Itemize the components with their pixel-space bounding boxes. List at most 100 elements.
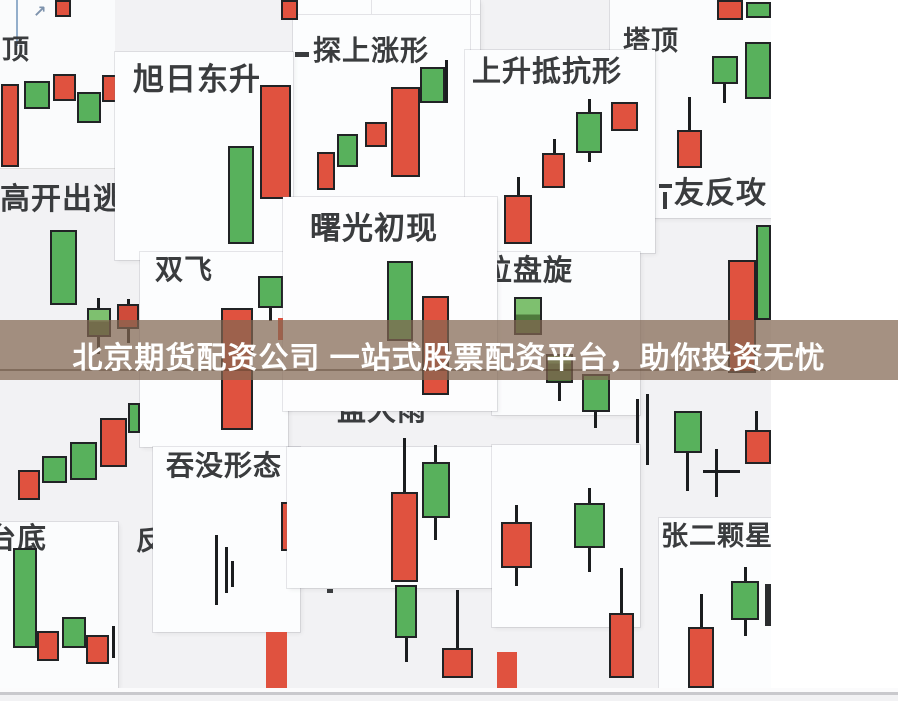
- candlestick: [497, 652, 517, 688]
- candlestick: [542, 153, 565, 188]
- candlestick: [365, 122, 387, 147]
- candlestick: [260, 85, 291, 199]
- candle-wick: [636, 399, 639, 443]
- candlestick: [756, 225, 771, 320]
- candlestick: [420, 67, 445, 103]
- candle-wick: [434, 518, 437, 540]
- candlestick: [611, 102, 638, 131]
- chart-cursor-line: [16, 0, 18, 46]
- pattern-label-gaokaichutao: 高开出逃: [0, 183, 124, 216]
- candle-wick: [405, 638, 408, 662]
- page-divider-line: [0, 692, 898, 695]
- pattern-card-tunmoxingtai: [153, 447, 300, 632]
- candle-wick: [215, 535, 218, 605]
- candle-wick: [445, 60, 448, 103]
- candlestick: [100, 418, 127, 467]
- candlestick: [674, 411, 702, 453]
- candle-wick: [700, 594, 703, 627]
- candle-wick: [646, 394, 649, 465]
- title-banner: 北京期货配资公司 一站式股票配资平台，助你投资无忧: [0, 320, 898, 380]
- candle-wick: [225, 547, 228, 593]
- gridline: [371, 0, 372, 14]
- candlestick: [281, 0, 298, 20]
- candlestick: [746, 2, 771, 18]
- candlestick: [765, 584, 771, 626]
- candlestick: [128, 403, 140, 433]
- pattern-label-haoyoufangong: 友反攻: [674, 177, 767, 210]
- candle-wick: [553, 139, 556, 153]
- candlestick: [609, 613, 634, 678]
- candlestick: [391, 87, 420, 177]
- candle-wick: [620, 568, 623, 613]
- candle-wick: [755, 411, 758, 430]
- candle-wick: [456, 590, 459, 648]
- candlestick: [574, 503, 605, 548]
- candle-wick: [97, 298, 100, 308]
- gridline: [293, 14, 480, 15]
- candlestick: [266, 632, 287, 688]
- candlestick: [42, 456, 67, 483]
- gridline: [470, 0, 471, 55]
- banner-overlay: [0, 320, 898, 380]
- candlestick: [228, 146, 254, 244]
- candlestick: [712, 56, 738, 84]
- partial-character-stroke: [659, 184, 672, 188]
- pattern-label-xuridongsheng: 旭日东升: [133, 62, 261, 97]
- candle-wick: [688, 97, 691, 130]
- candlestick: [317, 152, 335, 190]
- pattern-label-tanshangzhangxing: 探上涨形: [313, 35, 430, 66]
- candlestick: [442, 648, 473, 678]
- doji-bar: [703, 470, 740, 473]
- candle-wick: [723, 84, 726, 103]
- candle-wick: [588, 488, 591, 503]
- page-title: 北京期货配资公司 一站式股票配资平台，助你投资无忧: [72, 342, 826, 375]
- candlestick: [86, 635, 109, 664]
- candlestick: [501, 522, 532, 568]
- candle-wick: [594, 412, 597, 428]
- candlestick: [745, 42, 771, 99]
- candlestick: [745, 430, 771, 464]
- candlestick: [395, 585, 417, 638]
- tick-mark: [327, 589, 333, 593]
- candle-wick: [517, 177, 520, 195]
- partial-character-stroke: [663, 192, 667, 209]
- pattern-label-tunmoxingtai: 吞没形态: [166, 450, 283, 481]
- page-background-strip: [0, 695, 898, 701]
- candle-wick: [744, 567, 747, 582]
- candlestick: [53, 74, 76, 101]
- pattern-card-rain-chart: [287, 447, 493, 588]
- candlestick: [18, 470, 40, 500]
- candlestick: [391, 492, 418, 582]
- candlestick: [62, 617, 86, 648]
- candle-wick: [127, 299, 130, 304]
- page-bottom-gap: [0, 688, 898, 692]
- candle-wick: [744, 620, 747, 636]
- candlestick: [37, 631, 59, 661]
- partial-character-stroke: [295, 52, 309, 57]
- pattern-label-gaoweipanxuan: 位盘旋: [483, 255, 574, 287]
- candlestick: [337, 134, 358, 167]
- candlestick: [504, 195, 532, 244]
- candlestick: [70, 442, 97, 480]
- pattern-label-zhangerkexing: 张二颗星: [661, 521, 771, 551]
- candlestick: [258, 276, 283, 308]
- candlestick: [55, 0, 71, 17]
- candlestick: [422, 462, 450, 518]
- candle-wick: [715, 449, 718, 497]
- candlestick: [688, 627, 714, 688]
- candlestick: [717, 0, 743, 20]
- candle-wick: [515, 568, 518, 586]
- candlestick: [24, 81, 50, 109]
- candle-wick: [686, 453, 689, 491]
- pattern-label-shuangfei: 双飞: [155, 254, 214, 285]
- candlestick: [50, 230, 77, 305]
- candle-wick: [588, 548, 591, 572]
- candlestick: [731, 581, 759, 620]
- candle-wick: [434, 445, 437, 462]
- candle-wick: [231, 561, 234, 587]
- candle-wick: [588, 153, 591, 162]
- candle-wick: [269, 308, 272, 321]
- candle-wick: [403, 438, 406, 492]
- candle-wick: [558, 383, 561, 401]
- candlestick: [77, 92, 101, 123]
